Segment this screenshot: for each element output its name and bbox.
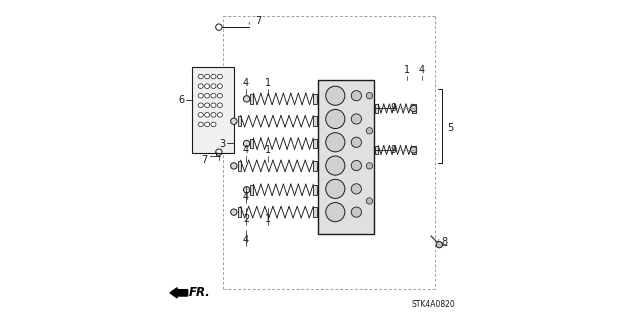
Ellipse shape: [211, 113, 216, 117]
Text: 1: 1: [265, 214, 271, 224]
Ellipse shape: [205, 93, 210, 98]
Ellipse shape: [326, 86, 345, 105]
Ellipse shape: [211, 122, 216, 127]
Bar: [314, 185, 317, 195]
Text: STK4A0820: STK4A0820: [412, 300, 455, 309]
Bar: [375, 104, 378, 113]
Ellipse shape: [198, 122, 204, 127]
Text: 4: 4: [243, 78, 249, 88]
Ellipse shape: [230, 209, 237, 215]
Ellipse shape: [211, 74, 216, 79]
Ellipse shape: [436, 241, 442, 248]
Ellipse shape: [326, 203, 345, 222]
Text: FR.: FR.: [189, 286, 211, 299]
Ellipse shape: [366, 93, 372, 99]
Ellipse shape: [243, 140, 250, 147]
Ellipse shape: [326, 156, 345, 175]
Bar: [314, 94, 317, 104]
Ellipse shape: [218, 113, 222, 117]
Ellipse shape: [243, 96, 250, 102]
Text: 4: 4: [243, 145, 249, 155]
Ellipse shape: [366, 198, 372, 204]
Ellipse shape: [205, 74, 210, 79]
FancyArrow shape: [170, 288, 188, 298]
Text: 1: 1: [404, 65, 410, 75]
Bar: [250, 94, 253, 104]
Bar: [250, 185, 253, 195]
Text: 9: 9: [390, 145, 397, 155]
Text: 7: 7: [255, 16, 261, 26]
Ellipse shape: [243, 187, 250, 193]
Text: 8: 8: [442, 237, 448, 248]
Ellipse shape: [410, 147, 417, 153]
Bar: [237, 116, 241, 126]
Ellipse shape: [198, 93, 204, 98]
Text: 1: 1: [265, 78, 271, 88]
Ellipse shape: [366, 128, 372, 134]
Ellipse shape: [351, 137, 362, 147]
Ellipse shape: [205, 103, 210, 108]
Bar: [193, 67, 234, 153]
Bar: [314, 207, 317, 217]
Ellipse shape: [326, 179, 345, 198]
Ellipse shape: [230, 118, 237, 124]
Bar: [319, 80, 374, 234]
Ellipse shape: [366, 163, 372, 169]
Ellipse shape: [218, 93, 222, 98]
Ellipse shape: [218, 84, 222, 88]
Bar: [237, 207, 241, 217]
Text: 2: 2: [243, 214, 249, 224]
Ellipse shape: [198, 84, 204, 88]
Ellipse shape: [230, 163, 237, 169]
Ellipse shape: [211, 93, 216, 98]
Ellipse shape: [205, 122, 210, 127]
Ellipse shape: [205, 84, 210, 88]
Ellipse shape: [211, 103, 216, 108]
Ellipse shape: [198, 103, 204, 108]
Ellipse shape: [351, 160, 362, 171]
Text: 7: 7: [202, 155, 208, 165]
Bar: [412, 146, 416, 154]
Ellipse shape: [351, 91, 362, 101]
Bar: [250, 139, 253, 148]
Text: 9: 9: [390, 103, 397, 114]
Ellipse shape: [351, 207, 362, 217]
Text: 4: 4: [243, 235, 249, 245]
Ellipse shape: [326, 109, 345, 129]
Bar: [237, 161, 241, 171]
Text: 5: 5: [447, 122, 454, 133]
Bar: [375, 146, 378, 154]
Ellipse shape: [218, 74, 222, 79]
Ellipse shape: [205, 113, 210, 117]
Ellipse shape: [351, 184, 362, 194]
Ellipse shape: [218, 103, 222, 108]
Ellipse shape: [211, 84, 216, 88]
Text: 3: 3: [220, 138, 226, 149]
Bar: [314, 116, 317, 126]
Ellipse shape: [410, 105, 417, 112]
Bar: [412, 104, 416, 113]
Text: 4: 4: [243, 192, 249, 202]
Ellipse shape: [198, 74, 204, 79]
Bar: [314, 139, 317, 148]
Text: 4: 4: [419, 65, 425, 75]
Ellipse shape: [351, 114, 362, 124]
Bar: [314, 161, 317, 171]
Text: 6: 6: [179, 95, 184, 106]
Text: 1: 1: [265, 145, 271, 155]
Ellipse shape: [198, 113, 204, 117]
Ellipse shape: [326, 133, 345, 152]
